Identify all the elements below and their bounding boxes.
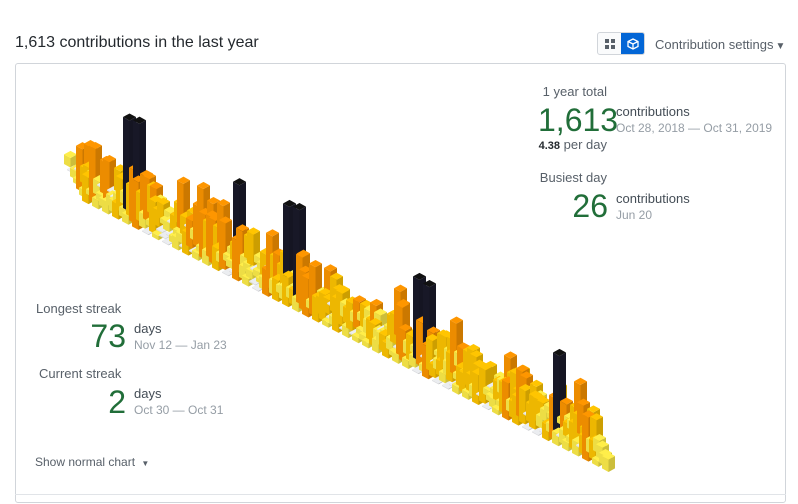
year-total-details: contributions Oct 28, 2018 — Oct 31, 201… [616,104,772,135]
cube-view-button[interactable] [621,33,644,54]
current-streak-value: 2 [108,384,126,420]
grid-icon [604,38,615,49]
busiest-day-unit: contributions [616,191,690,206]
current-streak-label: Current streak [39,366,122,381]
contribution-settings-dropdown[interactable]: Contribution settings ▼ [655,37,785,52]
busiest-day-block: Busiest day [540,170,607,185]
year-total-value-wrap: 1,613 [538,102,619,138]
longest-streak-block: Longest streak [36,301,121,316]
show-normal-chart-toggle[interactable]: Show normal chart ▼ [35,455,149,469]
caret-down-icon: ▼ [141,459,150,468]
current-streak-block: Current streak [39,366,121,381]
caret-down-icon: ▼ [775,41,786,52]
year-total-dates: Oct 28, 2018 — Oct 31, 2019 [616,121,773,135]
contribution-cell [64,150,77,168]
current-streak-dates: Oct 30 — Oct 31 [134,403,224,417]
per-day-row: 4.38 per day [539,137,607,152]
busiest-day-value: 26 [572,188,608,224]
year-total-block: 1 year total [543,84,607,99]
per-day-value: 4.38 [538,140,560,152]
current-streak-details: days Oct 30 — Oct 31 [134,386,223,417]
show-normal-chart-label: Show normal chart [35,455,136,469]
view-toggle[interactable] [597,32,645,55]
busiest-day-details: contributions Jun 20 [616,191,690,222]
longest-streak-dates: Nov 12 — Jan 23 [134,338,227,352]
busiest-day-date: Jun 20 [616,208,653,222]
contribution-settings-label: Contribution settings [655,37,774,52]
contributions-header-title: 1,613 contributions in the last year [15,34,259,51]
longest-streak-unit: days [134,321,162,336]
longest-streak-details: days Nov 12 — Jan 23 [134,321,227,352]
year-total-unit: contributions [616,104,690,119]
contribution-cell [602,452,615,472]
isometric-contribution-card: 1 year total 1,613 contributions Oct 28,… [15,63,786,503]
busiest-day-value-wrap: 26 [538,190,608,222]
current-streak-value-wrap: 2 [56,386,126,418]
longest-streak-value-wrap: 73 [56,320,126,352]
per-day-label: per day [563,137,607,152]
busiest-day-label: Busiest day [539,170,607,185]
card-bottom-divider [15,494,786,495]
isometric-contribution-chart [64,113,615,472]
longest-streak-value: 73 [90,318,126,354]
longest-streak-label: Longest streak [36,301,122,316]
grid-view-button[interactable] [598,33,621,54]
cube-icon [626,37,639,50]
current-streak-unit: days [134,386,162,401]
year-total-label: 1 year total [542,84,607,99]
year-total-value: 1,613 [538,102,619,138]
